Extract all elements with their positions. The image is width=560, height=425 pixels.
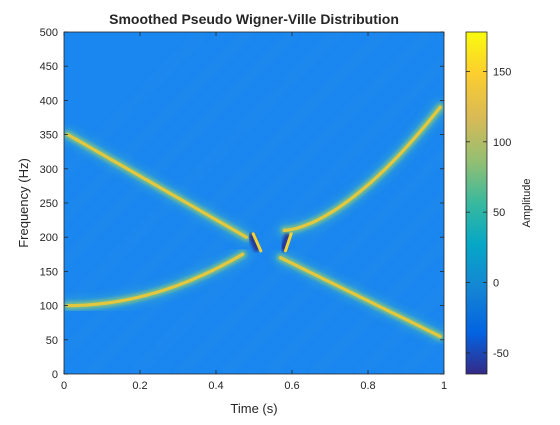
background-streak <box>266 193 444 374</box>
colorbar <box>465 31 488 375</box>
colorbar-label: Amplitude <box>521 179 533 228</box>
y-axis-label: Frequency (Hz) <box>16 158 31 248</box>
component-ridge <box>66 133 248 239</box>
x-tick-label: 0.4 <box>208 380 223 392</box>
x-axis: 0 0.2 0.4 0.6 0.8 1 <box>61 32 447 392</box>
y-tick-label: 500 <box>40 27 58 39</box>
y-tick-label: 250 <box>40 198 58 210</box>
background-streak <box>64 32 387 359</box>
y-tick-label: 100 <box>40 301 58 313</box>
x-tick-label: 0 <box>61 380 67 392</box>
y-tick-label: 400 <box>40 95 58 107</box>
y-tick-label: 150 <box>40 266 58 278</box>
x-tick-label: 0.2 <box>132 380 147 392</box>
x-tick-label: 0.6 <box>284 380 299 392</box>
cross-term-trough <box>247 232 261 253</box>
x-tick-label: 0.8 <box>360 380 375 392</box>
background-streak <box>64 32 342 313</box>
x-axis-label: Time (s) <box>230 401 277 416</box>
y-tick-label: 50 <box>46 335 58 347</box>
component-ridge <box>66 252 245 308</box>
cross-term-peak <box>251 232 263 253</box>
cross-term-trough <box>279 232 292 252</box>
x-tick-label: 1 <box>441 380 447 392</box>
component-ridge <box>279 256 442 338</box>
y-axis: 0 50 100 150 200 250 300 350 400 450 500 <box>40 27 444 381</box>
y-tick-label: 350 <box>40 130 58 142</box>
cross-term-peak <box>284 232 293 253</box>
colorbar-ticks: -50 0 50 100 150 <box>466 66 511 360</box>
background-streak <box>64 32 252 223</box>
heatmap-layer <box>64 32 444 374</box>
background-streak <box>311 238 444 374</box>
background-streak <box>86 32 432 374</box>
colorbar-tick-label: 150 <box>493 66 511 78</box>
background-streak <box>221 148 444 374</box>
y-tick-label: 300 <box>40 164 58 176</box>
colorbar-tick-label: -50 <box>493 348 509 360</box>
colorbar-tick-label: 100 <box>493 137 511 149</box>
colorbar-tick-label: 0 <box>493 278 499 290</box>
background-streak <box>131 57 444 374</box>
y-tick-label: 450 <box>40 61 58 73</box>
chart-title: Smoothed Pseudo Wigner-Ville Distributio… <box>109 11 399 27</box>
y-tick-label: 0 <box>52 369 58 381</box>
background-streak <box>64 32 207 178</box>
background-streak <box>64 32 297 268</box>
colorbar-tick-label: 50 <box>493 207 505 219</box>
y-tick-label: 200 <box>40 232 58 244</box>
